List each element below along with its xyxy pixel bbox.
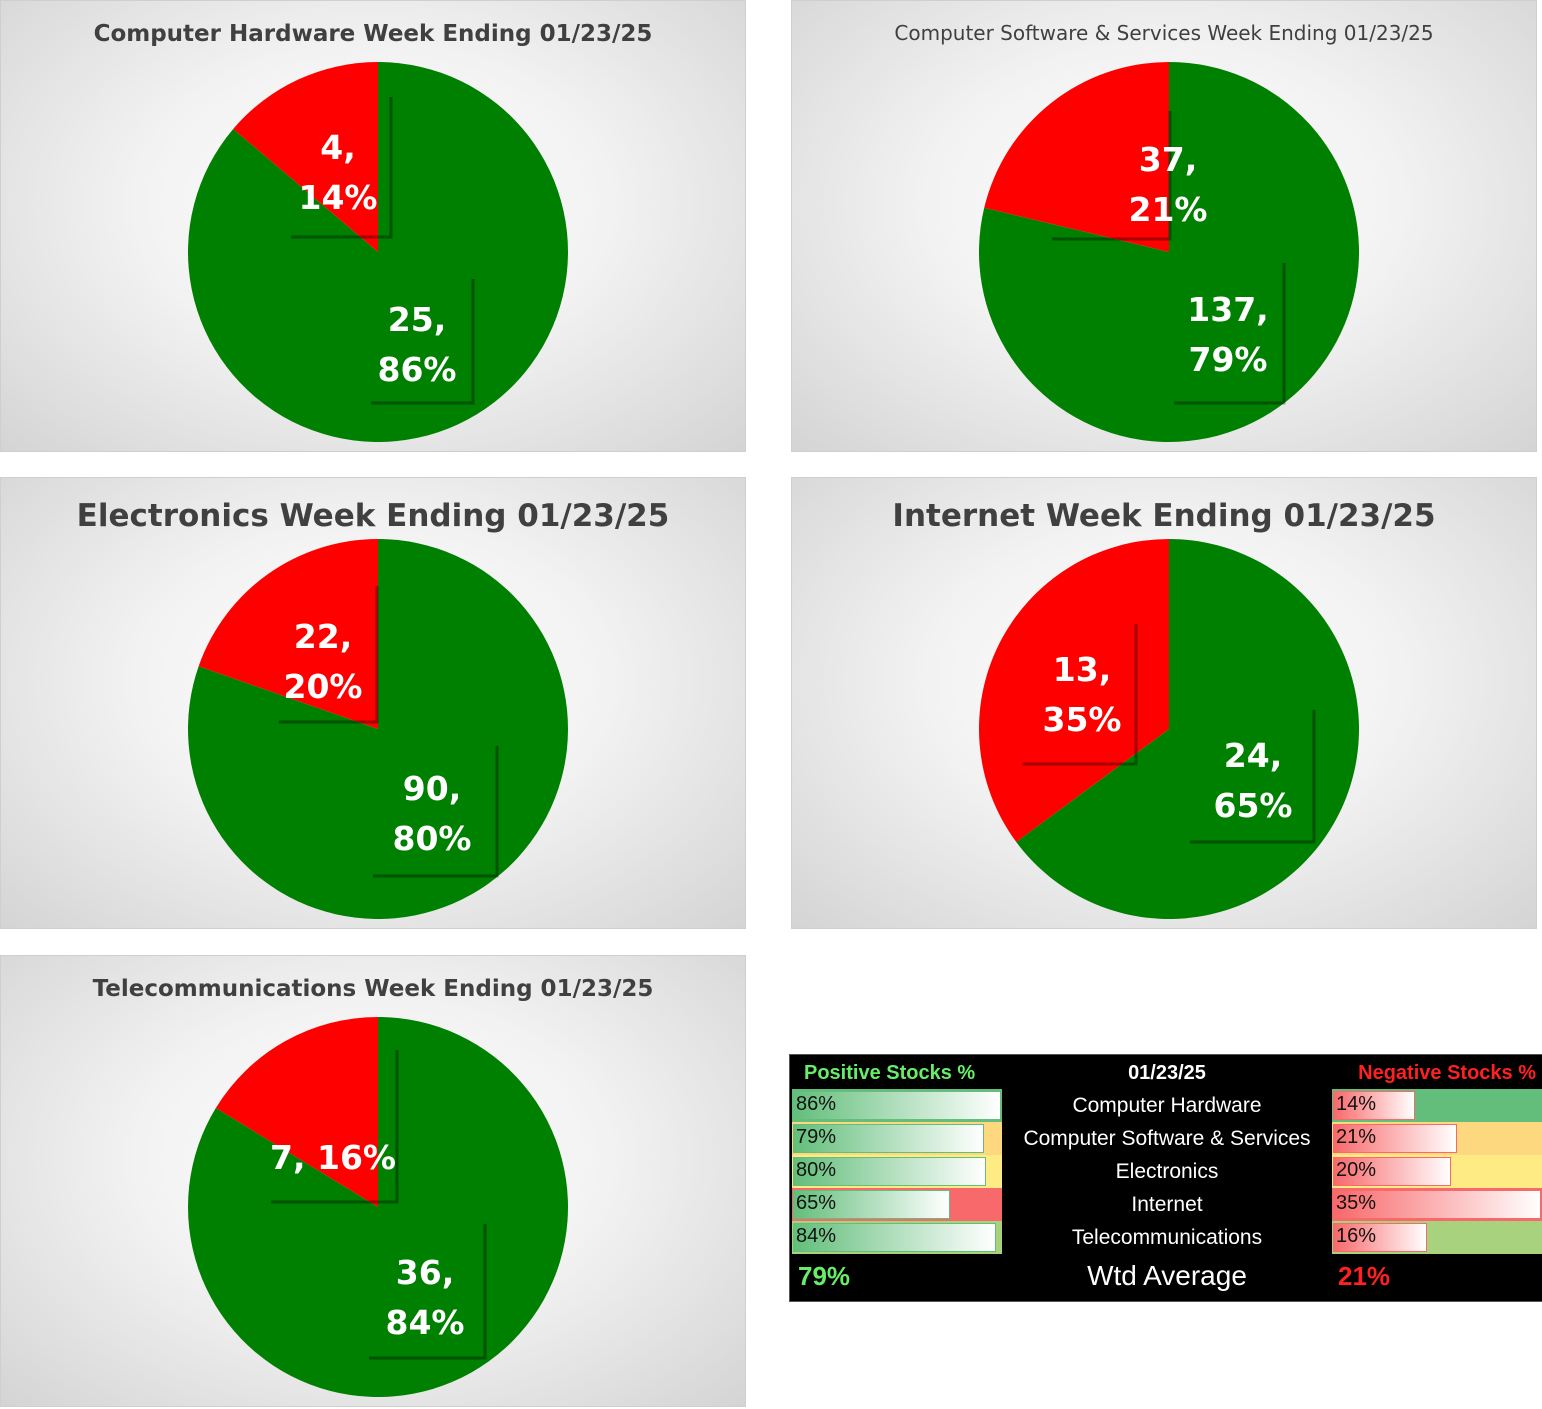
total-label: Wtd Average [1002,1254,1332,1298]
negative-cell: 16% [1332,1221,1542,1254]
summary-row: 80% Electronics 20% [792,1155,1542,1188]
negative-data-label: 7, 16% [270,1138,396,1177]
sector-name: Electronics [1002,1155,1332,1188]
summary-row: 84% Telecommunications 16% [792,1221,1542,1254]
positive-stocks-header: Positive Stocks % [792,1057,1002,1089]
summary-table: Positive Stocks % 01/23/25 Negative Stoc… [790,1055,1542,1301]
positive-cell: 86% [792,1089,1002,1122]
sector-name: Internet [1002,1188,1332,1221]
summary-total-row: 79% Wtd Average 21% [792,1254,1542,1298]
chart-panel-internet: Internet Week Ending 01/23/25 13, 35% 24, 6… [791,477,1537,929]
positive-cell: 79% [792,1122,1002,1155]
chart-panel-telecommunications: Telecommunications Week Ending 01/23/25 … [0,955,746,1407]
date-header: 01/23/25 [1002,1057,1332,1089]
pie-chart: 7, 16%36, 84% [1,956,746,1407]
chart-panel-computer-software-services: Computer Software & Services Week Ending… [791,0,1537,452]
negative-cell: 14% [1332,1089,1542,1122]
summary-row: 65% Internet 35% [792,1188,1542,1221]
negative-cell: 21% [1332,1122,1542,1155]
sector-name: Telecommunications [1002,1221,1332,1254]
sector-name: Computer Software & Services [1002,1122,1332,1155]
positive-cell: 84% [792,1221,1002,1254]
chart-panel-electronics: Electronics Week Ending 01/23/25 22, 20% 9… [0,477,746,929]
negative-percent: 20% [1336,1159,1376,1182]
summary-row: 79% Computer Software & Services 21% [792,1122,1542,1155]
positive-percent: 65% [796,1192,836,1215]
total-negative: 21% [1332,1254,1542,1298]
total-positive: 79% [792,1254,1002,1298]
positive-percent: 79% [796,1126,836,1149]
negative-percent: 14% [1336,1093,1376,1116]
negative-percent: 21% [1336,1126,1376,1149]
sector-name: Computer Hardware [1002,1089,1332,1122]
positive-percent: 84% [796,1225,836,1248]
summary-row: 86% Computer Hardware 14% [792,1089,1542,1122]
negative-percent: 16% [1336,1225,1376,1248]
pie-chart: 4, 14%25, 86% [1,1,746,452]
pie-chart: 13, 35%24, 65% [792,478,1537,929]
summary-header-row: Positive Stocks % 01/23/25 Negative Stoc… [792,1057,1542,1089]
negative-cell: 20% [1332,1155,1542,1188]
positive-percent: 86% [796,1093,836,1116]
positive-percent: 80% [796,1159,836,1182]
positive-cell: 65% [792,1188,1002,1221]
pie-chart: 37, 21%137, 79% [792,1,1537,452]
chart-panel-computer-hardware: Computer Hardware Week Ending 01/23/25 4… [0,0,746,452]
negative-cell: 35% [1332,1188,1542,1221]
negative-percent: 35% [1336,1192,1376,1215]
pie-chart: 22, 20%90, 80% [1,478,746,929]
positive-cell: 80% [792,1155,1002,1188]
negative-stocks-header: Negative Stocks % [1332,1057,1542,1089]
